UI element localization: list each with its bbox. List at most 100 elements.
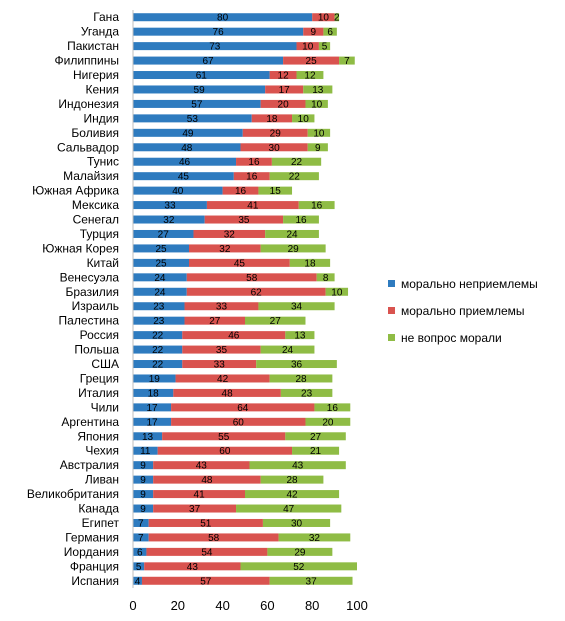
bar-segment	[133, 71, 270, 80]
category-label: США	[91, 357, 119, 371]
data-label: 27	[270, 316, 282, 327]
data-label: 51	[200, 518, 212, 529]
data-label: 41	[247, 201, 259, 212]
bar-segment	[236, 504, 342, 513]
bar-segment	[285, 331, 315, 340]
data-label: 33	[164, 201, 176, 212]
bar-segment	[296, 71, 324, 80]
x-tick-label: 80	[305, 598, 319, 613]
data-label: 5	[136, 562, 142, 573]
data-label: 19	[149, 374, 161, 385]
bar-segment	[278, 533, 351, 542]
bar-segment	[314, 403, 351, 412]
bar-segment	[289, 258, 331, 267]
data-label: 76	[213, 27, 225, 38]
data-label: 80	[217, 13, 229, 24]
data-label: 22	[152, 345, 164, 356]
category-label: Кения	[86, 82, 120, 96]
category-label: Малайзия	[63, 169, 119, 183]
category-label: Италия	[78, 386, 119, 400]
data-label: 21	[310, 446, 322, 457]
bar-segment	[153, 504, 237, 513]
data-label: 11	[140, 446, 151, 457]
data-label: 28	[295, 374, 307, 385]
bar-segment	[171, 417, 306, 426]
data-label: 18	[266, 114, 278, 125]
legend-item: не вопрос морали	[388, 324, 538, 351]
data-label: 6	[327, 27, 333, 38]
bar-segment	[148, 533, 279, 542]
bar-segment	[133, 360, 183, 369]
data-label: 5	[322, 42, 328, 53]
data-label: 22	[291, 157, 303, 168]
data-label: 36	[291, 360, 303, 371]
data-label: 37	[189, 504, 201, 515]
data-label: 34	[291, 302, 303, 313]
legend-label: морально неприемлемы	[401, 276, 538, 291]
bar-segment	[171, 403, 315, 412]
data-label: 18	[304, 258, 316, 269]
bar-segment	[133, 345, 183, 354]
category-label: Пакистан	[67, 39, 119, 53]
bar-segment	[325, 287, 349, 296]
data-label: 24	[154, 273, 166, 284]
legend-swatch	[388, 307, 395, 314]
data-label: 64	[237, 403, 249, 414]
data-label: 16	[248, 157, 260, 168]
data-label: 43	[196, 461, 208, 472]
bar-segment	[133, 143, 241, 152]
data-label: 9	[140, 475, 146, 486]
data-label: 37	[306, 576, 318, 587]
bar-segment	[153, 461, 250, 470]
category-label: Франция	[70, 559, 119, 573]
bar-segment	[260, 345, 315, 354]
data-label: 23	[153, 316, 165, 327]
bar-segment	[133, 388, 174, 397]
bar-segment	[133, 273, 187, 282]
bar-segment	[182, 331, 286, 340]
data-label: 24	[286, 229, 298, 240]
data-label: 60	[233, 417, 245, 428]
bar-segment	[256, 360, 337, 369]
legend-item: морально приемлемы	[388, 297, 538, 324]
bar-segment	[133, 518, 149, 527]
data-label: 53	[187, 114, 199, 125]
bar-segment	[269, 71, 297, 80]
category-label: Испания	[71, 574, 119, 588]
data-label: 9	[140, 490, 146, 501]
bar-segment	[133, 114, 252, 123]
category-label: Польша	[74, 343, 119, 357]
bar-segment	[206, 201, 299, 210]
data-label: 59	[194, 85, 206, 96]
data-label: 20	[322, 417, 334, 428]
data-label: 17	[279, 85, 291, 96]
category-labels: ГанаУгандаПакистанФилиппиныНигерияКенияИ…	[27, 10, 120, 588]
bar-segment	[133, 302, 185, 311]
data-label: 60	[219, 446, 231, 457]
bar-segment	[240, 143, 308, 152]
bar-segment	[133, 331, 183, 340]
data-label: 57	[191, 99, 203, 110]
x-tick-label: 100	[346, 598, 368, 613]
bar-segment	[334, 13, 340, 22]
bar-segment	[292, 446, 340, 455]
bar-segment	[144, 562, 241, 571]
data-label: 43	[292, 461, 304, 472]
bar-segment	[260, 475, 324, 484]
data-label: 35	[238, 215, 250, 226]
category-label: Южная Африка	[32, 184, 119, 198]
bar-segment	[141, 576, 270, 585]
legend-swatch	[388, 280, 395, 287]
data-label: 46	[179, 157, 191, 168]
data-label: 10	[313, 128, 325, 139]
bar-segment	[133, 99, 261, 108]
bar-segment	[271, 157, 322, 166]
bar-segment	[262, 518, 331, 527]
bar-segment	[189, 244, 261, 253]
bar-segment	[258, 186, 293, 195]
data-label: 27	[209, 316, 221, 327]
bar-segment	[249, 461, 346, 470]
x-tick-label: 20	[171, 598, 185, 613]
data-label: 29	[288, 244, 300, 255]
data-label: 9	[140, 504, 146, 515]
